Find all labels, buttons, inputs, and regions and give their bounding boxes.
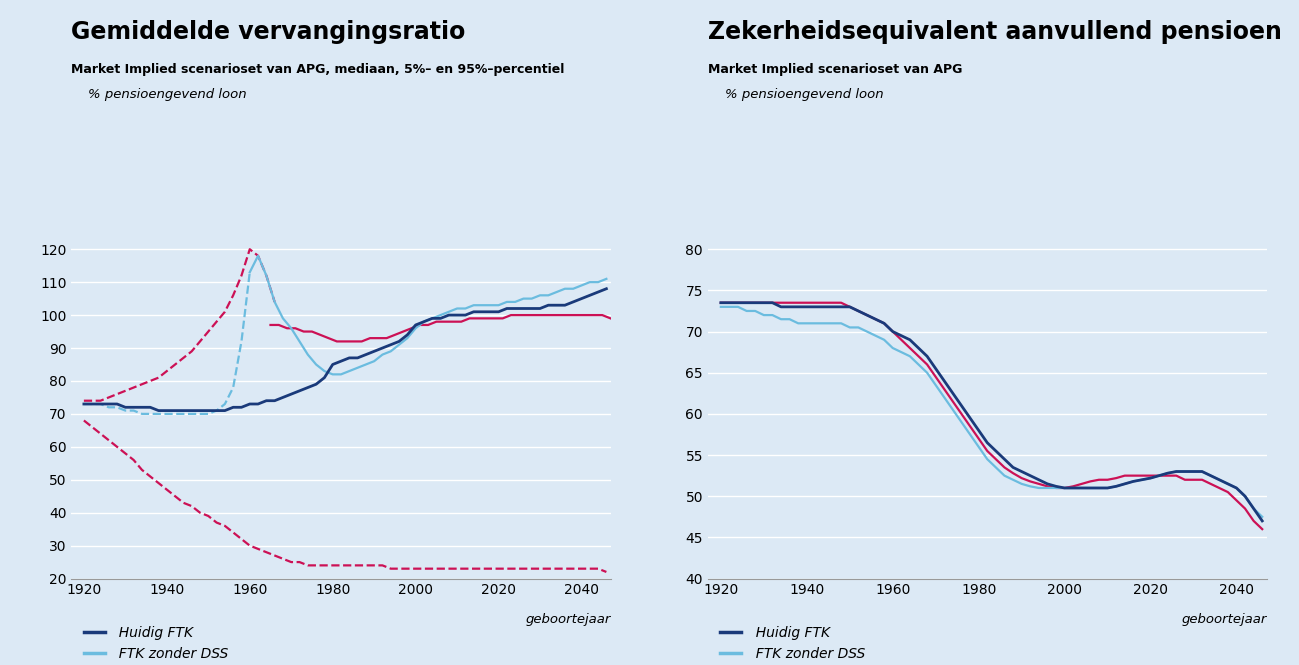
- Text: % pensioengevend loon: % pensioengevend loon: [88, 88, 247, 101]
- Text: Market Implied scenarioset van APG, mediaan, 5%– en 95%–percentiel: Market Implied scenarioset van APG, medi…: [71, 63, 565, 76]
- Text: geboortejaar: geboortejaar: [525, 613, 611, 626]
- Text: geboortejaar: geboortejaar: [1181, 613, 1267, 626]
- Text: Market Implied scenarioset van APG: Market Implied scenarioset van APG: [708, 63, 963, 76]
- Text: Zekerheidsequivalent aanvullend pensioen: Zekerheidsequivalent aanvullend pensioen: [708, 20, 1282, 44]
- Text: Gemiddelde vervangingsratio: Gemiddelde vervangingsratio: [71, 20, 466, 44]
- Legend:   Huidig FTK,   FTK zonder DSS,   VKV a: Huidig FTK, FTK zonder DSS, VKV a: [714, 620, 870, 665]
- Legend:   Huidig FTK,   FTK zonder DSS,   VKV a: Huidig FTK, FTK zonder DSS, VKV a: [78, 620, 234, 665]
- Text: % pensioengevend loon: % pensioengevend loon: [725, 88, 883, 101]
